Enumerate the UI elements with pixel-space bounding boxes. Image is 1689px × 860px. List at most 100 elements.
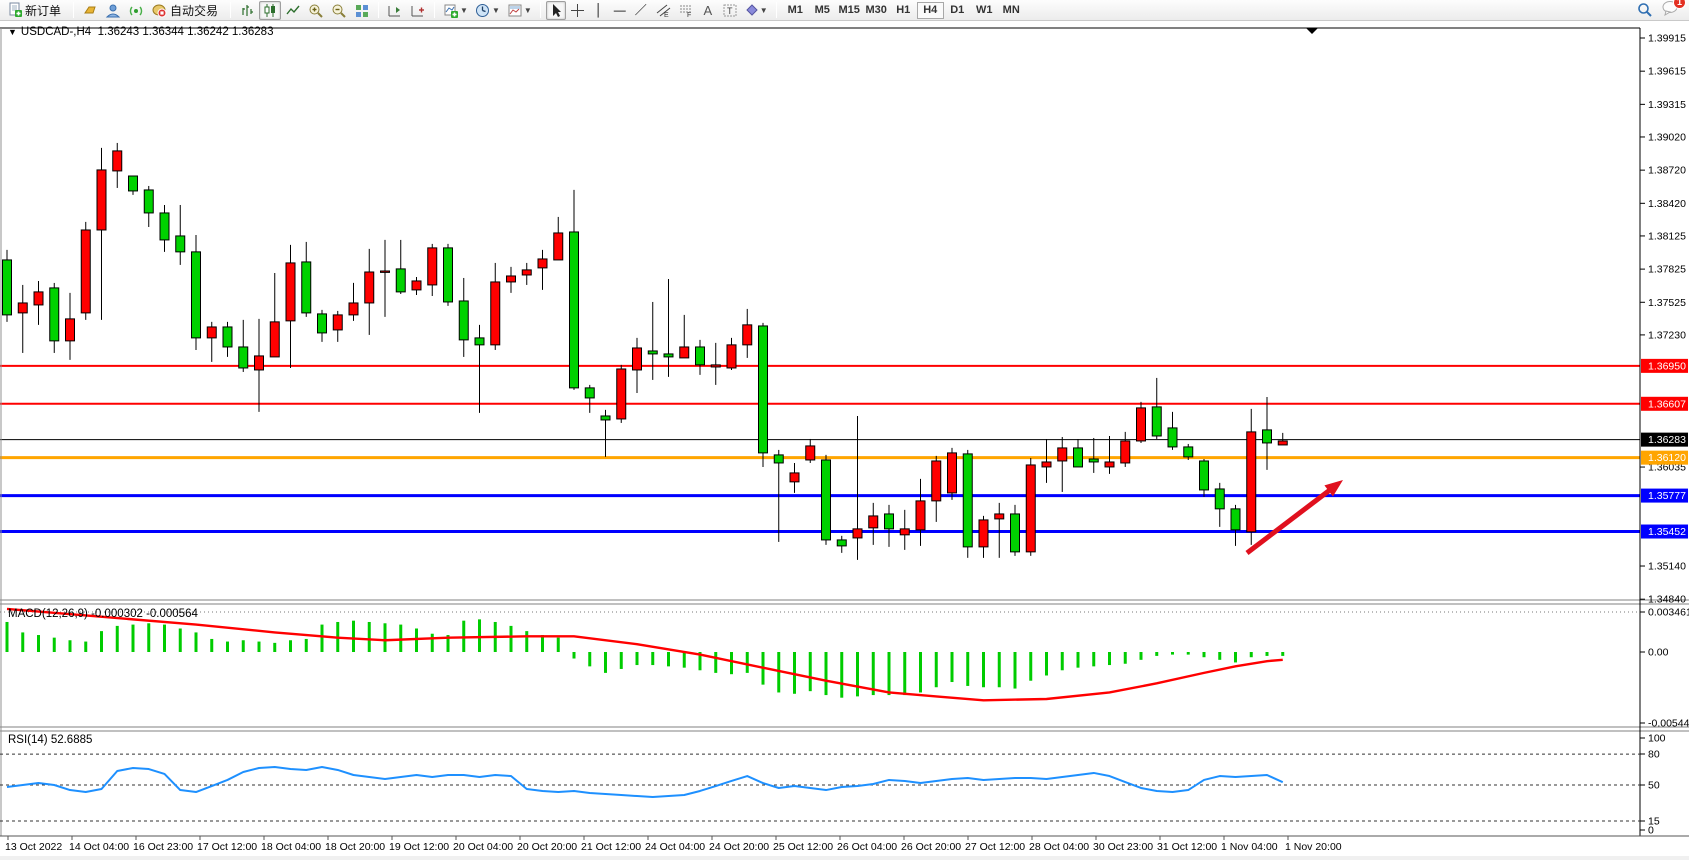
timeframe-button-MN[interactable]: MN [1002, 4, 1020, 16]
candle-body [1230, 508, 1241, 531]
timeframe-button-M15[interactable]: M15 [838, 4, 860, 16]
time-axis[interactable] [0, 836, 1640, 856]
indicators-button[interactable]: ▼ [440, 1, 471, 20]
text-tool-button[interactable]: A [698, 1, 718, 20]
dropdown-caret-icon: ▼ [460, 5, 468, 15]
timeframe-button-W1[interactable]: W1 [975, 4, 993, 16]
svg-text:E: E [664, 12, 669, 18]
dropdown-caret-icon: ▼ [523, 5, 532, 15]
time-tick-label: 24 Oct 04:00 [645, 841, 705, 853]
candle-body [962, 453, 973, 548]
fibonacci-tool-button[interactable]: F [675, 1, 697, 20]
candle-body [1214, 488, 1225, 510]
candle-body [159, 212, 170, 241]
candle-body [175, 235, 186, 253]
candle-body [222, 326, 233, 348]
zoom-out-button[interactable] [328, 1, 350, 20]
crosshair-tool-button[interactable] [567, 1, 588, 20]
search-icon[interactable] [1637, 2, 1653, 18]
timeframe-button-M1[interactable]: M1 [787, 4, 803, 16]
line-chart-mode-button[interactable] [282, 1, 304, 20]
candle-body [65, 318, 75, 342]
time-tick-label: 26 Oct 04:00 [837, 841, 897, 853]
time-tick-label: 25 Oct 12:00 [773, 841, 833, 853]
profile-next-button[interactable] [384, 1, 406, 20]
timeframe-button-M30[interactable]: M30 [865, 4, 887, 16]
candle-body [947, 452, 957, 494]
toolbar-separator [775, 2, 777, 18]
price-tick-label: 1.39915 [1648, 33, 1686, 45]
timeframe-button-D1[interactable]: D1 [950, 4, 965, 16]
toolbar-separator [73, 2, 75, 18]
tile-windows-button[interactable] [351, 1, 373, 20]
time-tick-label: 1 Nov 04:00 [1221, 841, 1278, 853]
macd-indicator-label: MACD(12,26,9) -0.000302 -0.000564 [8, 608, 198, 620]
candle-body [821, 459, 831, 541]
candle-body [868, 515, 879, 529]
candle-chart-mode-button[interactable] [259, 0, 282, 20]
dropdown-caret-icon: ▼ [491, 5, 500, 15]
time-tick-label: 18 Oct 20:00 [325, 841, 385, 853]
timeframe-button-H4[interactable]: H4 [916, 1, 944, 19]
profile-add-button[interactable] [407, 1, 429, 20]
ohlc-values: 1.36243 1.36344 1.36242 1.36283 [97, 26, 274, 38]
candle-body [128, 175, 138, 192]
auto-trading-button[interactable]: 自动交易 [148, 1, 225, 20]
candle-body [206, 326, 217, 339]
candle-body [616, 368, 627, 420]
bar-chart-icon [242, 4, 254, 16]
dropdown-caret-icon: ▼ [759, 5, 768, 15]
signals-button[interactable] [125, 1, 147, 20]
cursor-tool-button[interactable] [545, 0, 566, 20]
price-tick-label: 1.34840 [1648, 594, 1686, 606]
notifications-button[interactable]: 1 [1661, 0, 1686, 21]
periods-button[interactable]: ▼ [472, 1, 503, 20]
price-tick-label: 1.39615 [1648, 66, 1686, 78]
templates-button[interactable]: ▼ [504, 1, 535, 20]
symbol-dropdown-icon[interactable]: ▼ [8, 27, 17, 37]
equidistant-channel-tool-button[interactable]: E [652, 1, 674, 20]
toolbar-separator [539, 2, 541, 18]
time-tick-label: 19 Oct 12:00 [389, 841, 449, 853]
price-tick-label: 1.39315 [1648, 99, 1686, 111]
horizontal-line-icon: — [613, 3, 626, 17]
candle-body [332, 314, 343, 331]
chart-shift-marker [1306, 28, 1318, 34]
label-tool-button[interactable]: T [719, 1, 741, 20]
shapes-tool-button[interactable]: ▼ [742, 1, 771, 20]
horizontal-line-tool-button[interactable]: — [610, 1, 630, 20]
text-label-icon: T [723, 4, 737, 16]
candle-body [33, 291, 44, 306]
new-order-button[interactable]: 新订单 [4, 1, 68, 20]
vertical-line-tool-button[interactable]: │ [589, 1, 609, 20]
price-level-tag [1641, 358, 1688, 373]
market-depth-button[interactable] [79, 1, 101, 20]
candle-body [254, 355, 264, 371]
candle-body [899, 528, 910, 536]
candle-body [143, 189, 154, 214]
candle-body [836, 539, 847, 547]
rsi-indicator-label: RSI(14) 52.6885 [8, 734, 93, 746]
timeframe-button-M5[interactable]: M5 [814, 4, 830, 16]
candle-body [474, 337, 485, 346]
price-level-tag [1641, 450, 1688, 465]
zoom-in-button[interactable] [305, 1, 327, 20]
candle-body [411, 280, 422, 291]
candle-body [112, 150, 123, 172]
zoom-in-icon [309, 4, 323, 18]
price-tick-label: 1.35140 [1648, 561, 1686, 573]
community-button[interactable] [102, 1, 124, 20]
bar-chart-mode-button[interactable] [236, 1, 258, 20]
candle-body [978, 519, 989, 548]
rsi-tick-label: 50 [1648, 780, 1660, 792]
time-tick-label: 18 Oct 04:00 [261, 841, 321, 853]
time-tick-label: 21 Oct 12:00 [581, 841, 641, 853]
candle-body [931, 460, 942, 502]
price-axis[interactable] [1640, 21, 1689, 836]
candle-body [1277, 440, 1288, 446]
timeframe-button-H1[interactable]: H1 [896, 4, 911, 16]
trendline-tool-button[interactable]: ／ [631, 1, 651, 20]
macd-tick-label: 0.003461 [1648, 607, 1689, 619]
